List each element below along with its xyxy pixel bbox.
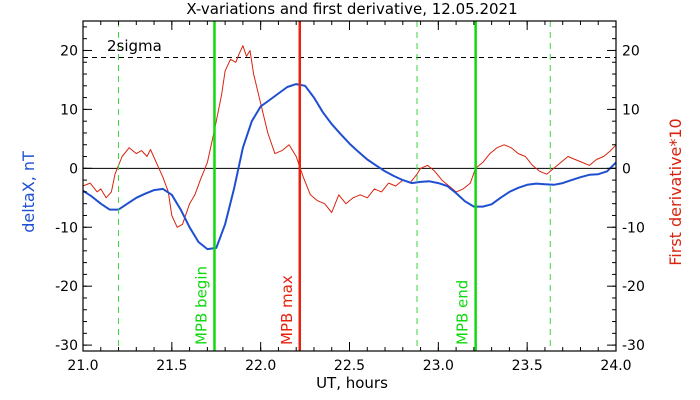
y-tick-label-left: -20: [55, 279, 78, 295]
x-tick-label: 23.0: [423, 358, 454, 374]
series-line-derivative: [82, 45, 617, 228]
series-line-deltaX: [82, 83, 617, 251]
y-tick-label-right: -10: [622, 220, 645, 236]
marker-label-mpb-max: MPB max: [278, 275, 296, 345]
y-tick-label-left: 0: [69, 161, 78, 177]
y-tick-label-left: 10: [60, 102, 78, 118]
marker-label-mpb-begin: MPB begin: [192, 266, 210, 345]
x-tick-label: 22.0: [245, 358, 276, 374]
y-tick-label-right: 0: [622, 161, 631, 177]
y-tick-label-right: -30: [622, 338, 645, 354]
vertical-markers: MPB begin MPB max MPB end: [118, 21, 551, 351]
reference-lines: [83, 57, 616, 169]
x-tick-label: 23.5: [512, 358, 543, 374]
axes: 21.0 21.5 22.0 22.5 23.0 23.5 24.0 -30 -30 -20 -20…: [55, 21, 645, 374]
y-tick-label-right: 20: [622, 43, 640, 59]
chart-title: X-variations and first derivative, 12.05…: [186, 0, 517, 18]
marker-label-mpb-end: MPB end: [454, 280, 472, 345]
x-tick-label: 21.5: [156, 358, 187, 374]
y-tick-label-left: -30: [55, 338, 78, 354]
series-layer: [82, 45, 617, 251]
y-axis-left-label: deltaX, nT: [19, 151, 38, 233]
y-tick-label-right: -20: [622, 279, 645, 295]
x-tick-label: 22.5: [334, 358, 365, 374]
x-tick-label: 21.0: [67, 358, 98, 374]
y-tick-label-left: 20: [60, 43, 78, 59]
y-axis-right-label: First derivative*10: [666, 118, 685, 265]
y-tick-label-left: -10: [55, 220, 78, 236]
sigma-label: 2sigma: [107, 37, 162, 55]
y-tick-label-right: 10: [622, 102, 640, 118]
x-tick-label: 24.0: [600, 358, 631, 374]
x-axis-label: UT, hours: [316, 374, 388, 392]
